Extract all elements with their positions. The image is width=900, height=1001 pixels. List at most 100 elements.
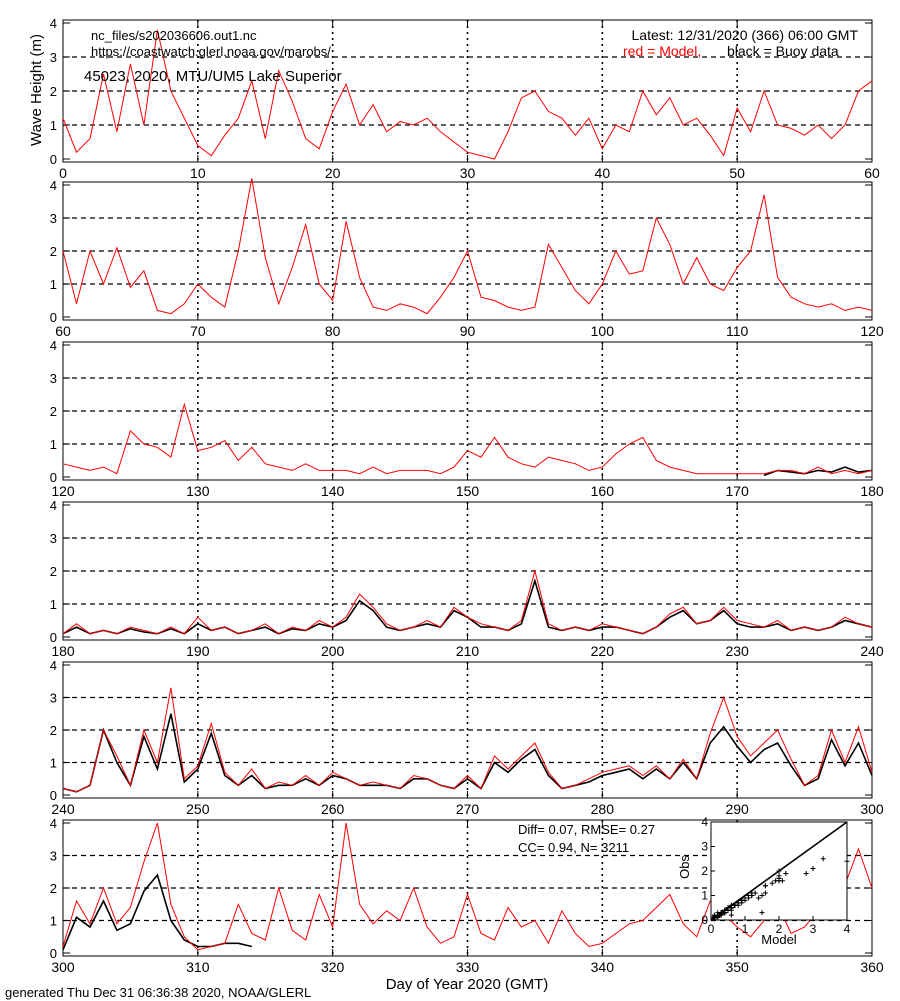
- scatter-point: [725, 907, 731, 913]
- buoy-line: [62, 873, 252, 951]
- scatter-point: [810, 866, 816, 872]
- model-line: [62, 29, 873, 160]
- x-tick-label: 120: [860, 323, 884, 339]
- scatter-point: [783, 870, 789, 876]
- scatter-point: [759, 910, 765, 916]
- y-tick-label: 0: [50, 630, 57, 645]
- x-tick-label: 180: [51, 643, 75, 659]
- x-tick-label: 260: [321, 801, 345, 817]
- x-tick-label: 90: [460, 323, 476, 339]
- x-tick-label: 160: [591, 483, 615, 499]
- y-tick-label: 0: [50, 152, 57, 167]
- scatter-point: [762, 890, 768, 896]
- buoy-line: [62, 713, 873, 793]
- inset-x-tick-label: 2: [776, 922, 783, 936]
- model-line: [62, 687, 873, 793]
- x-tick-label: 360: [860, 959, 884, 975]
- x-tick-label: 250: [186, 801, 210, 817]
- y-tick-label: 4: [50, 178, 57, 193]
- inset-y-label: Obs: [677, 855, 692, 879]
- model-line: [62, 822, 873, 951]
- y-tick-label: 1: [50, 597, 57, 612]
- scatter-point: [769, 880, 775, 886]
- scatter-point: [728, 912, 734, 918]
- x-tick-label: 40: [595, 165, 611, 181]
- x-tick-label: 300: [860, 801, 884, 817]
- x-tick-label: 190: [186, 643, 210, 659]
- y-tick-label: 2: [50, 723, 57, 738]
- x-tick-label: 80: [325, 323, 341, 339]
- legend-model: red = Model,: [623, 43, 701, 59]
- inset-x-tick-label: 0: [708, 922, 715, 936]
- y-tick-label: 2: [50, 84, 57, 99]
- inset-y-tick-label: 1: [701, 889, 708, 903]
- y-tick-label: 1: [50, 277, 57, 292]
- panel-5: 0 1 2 3 4 240 250 260 270 280 290 300: [50, 658, 884, 817]
- x-tick-label: 220: [591, 643, 615, 659]
- y-tick-label: 2: [50, 881, 57, 896]
- x-tick-label: 290: [725, 801, 749, 817]
- scatter-point: [742, 895, 748, 901]
- x-tick-label: 200: [321, 643, 345, 659]
- buoy-line: [62, 578, 873, 635]
- url-label: https://coastwatch.glerl.noaa.gov/marobs…: [91, 44, 331, 59]
- stats-line-2: CC= 0.94, N= 3211: [518, 840, 629, 855]
- x-tick-label: 280: [591, 801, 615, 817]
- y-tick-label: 0: [50, 310, 57, 325]
- x-tick-label: 110: [726, 323, 749, 339]
- scatter-point: [732, 902, 738, 908]
- y-tick-label: 0: [50, 788, 57, 803]
- x-tick-label: 0: [59, 165, 67, 181]
- y-tick-label: 3: [50, 50, 57, 65]
- x-tick-label: 210: [456, 643, 480, 659]
- model-line: [62, 569, 873, 635]
- y-tick-label: 2: [50, 404, 57, 419]
- x-tick-label: 230: [725, 643, 749, 659]
- x-tick-label: 170: [725, 483, 749, 499]
- scatter-point: [739, 900, 745, 906]
- y-tick-label: 1: [50, 756, 57, 771]
- file-label: nc_files/s202036606.out1.nc: [91, 28, 257, 43]
- generated-footer: generated Thu Dec 31 06:36:38 2020, NOAA…: [5, 985, 311, 1000]
- x-tick-label: 180: [860, 483, 884, 499]
- x-tick-label: 10: [190, 165, 206, 181]
- scatter-point: [718, 910, 724, 916]
- inset-x-tick-label: 1: [742, 922, 749, 936]
- x-tick-label: 240: [860, 643, 884, 659]
- x-tick-label: 130: [186, 483, 210, 499]
- x-tick-label: 320: [321, 959, 345, 975]
- scatter-point: [803, 870, 809, 876]
- inset-x-label: Model: [761, 932, 797, 947]
- y-tick-label: 1: [50, 437, 57, 452]
- scatter-inset: 0 1 2 3 4 0 1 2 3 4 Model Obs: [677, 815, 851, 947]
- scatter-point: [759, 893, 765, 898]
- y-tick-label: 3: [50, 371, 57, 386]
- x-tick-label: 100: [591, 323, 615, 339]
- y-axis-label: Wave Height (m): [28, 34, 45, 146]
- x-tick-label: 30: [460, 165, 476, 181]
- x-tick-label: 240: [51, 801, 75, 817]
- x-tick-label: 340: [591, 959, 615, 975]
- scatter-point: [820, 856, 826, 862]
- x-axis-label: Day of Year 2020 (GMT): [386, 976, 549, 993]
- stats-line-1: Diff= 0.07, RMSE= 0.27: [518, 822, 655, 837]
- scatter-point: [749, 893, 755, 898]
- x-tick-label: 350: [725, 959, 749, 975]
- panel-2: 0 1 2 3 4 60 70 80 90 100 110 120: [50, 178, 884, 339]
- y-tick-label: 4: [50, 338, 57, 353]
- y-tick-label: 2: [50, 244, 57, 259]
- scatter-point: [762, 883, 768, 889]
- y-tick-label: 4: [50, 816, 57, 831]
- model-line: [62, 178, 873, 315]
- station-title: 45023, 2020, MTU/UM5 Lake Superior: [84, 68, 342, 85]
- y-tick-label: 2: [50, 564, 57, 579]
- y-tick-label: 4: [50, 16, 57, 31]
- x-tick-label: 140: [321, 483, 345, 499]
- inset-y-tick-label: 0: [701, 913, 708, 927]
- x-tick-label: 310: [186, 959, 210, 975]
- x-tick-label: 20: [325, 165, 341, 181]
- model-line: [62, 402, 873, 475]
- x-tick-label: 330: [456, 959, 480, 975]
